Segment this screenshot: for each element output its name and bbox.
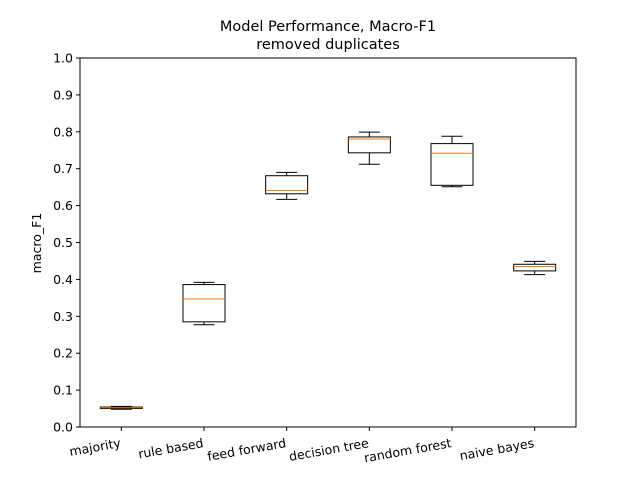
- y-tick-label: 0.0: [53, 420, 73, 435]
- box-iqr: [513, 263, 557, 272]
- chart-subtitle: removed duplicates: [256, 37, 400, 53]
- y-tick-label: 0.8: [53, 124, 73, 139]
- y-tick-label: 0.5: [53, 235, 73, 250]
- y-tick-label: 0.3: [53, 309, 73, 324]
- y-tick-label: 0.4: [53, 272, 73, 287]
- chart-title: Model Performance, Macro-F1: [220, 19, 436, 35]
- x-tick-label: feed forward: [206, 435, 287, 464]
- x-tick-label: naive bayes: [458, 435, 535, 463]
- box-iqr: [430, 143, 474, 186]
- box-iqr: [182, 284, 226, 323]
- x-tick-label: rule based: [137, 435, 205, 461]
- y-tick-label: 0.7: [53, 161, 73, 176]
- x-tick-label: majority: [68, 435, 122, 459]
- box-iqr: [347, 136, 391, 154]
- box-iqr: [265, 175, 309, 195]
- plot-area: 0.0 0.1 0.2 0.3 0.4 0.5 0.6 0.7 0.8 0.9 1.0 majorit…: [53, 51, 577, 465]
- y-tick-label: 0.1: [53, 383, 73, 398]
- y-tick-label: 0.6: [53, 198, 73, 213]
- y-tick-label: 0.9: [53, 87, 73, 102]
- y-axis-label: macro_F1: [29, 213, 44, 274]
- y-tick-label: 1.0: [53, 51, 73, 66]
- x-tick-label: decision tree: [288, 435, 370, 464]
- y-tick-label: 0.2: [53, 346, 73, 361]
- axes-frame: [79, 57, 577, 428]
- x-tick-label: random forest: [363, 435, 453, 465]
